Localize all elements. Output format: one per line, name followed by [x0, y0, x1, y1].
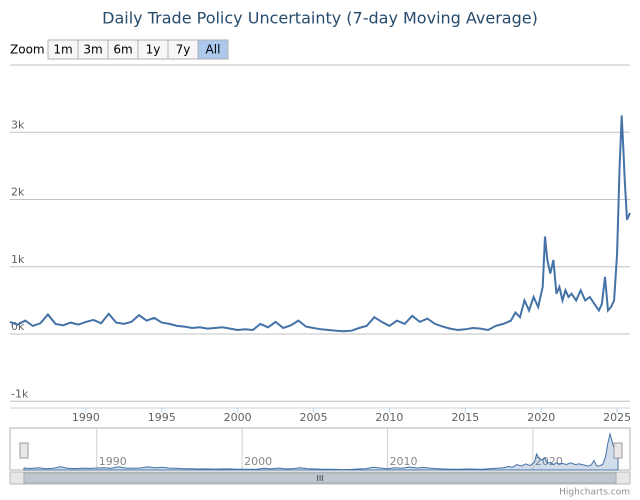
x-tick-label: 2015	[451, 411, 479, 424]
chart-title: Daily Trade Policy Uncertainty (7-day Mo…	[102, 9, 538, 28]
y-tick-label: 2k	[11, 186, 25, 199]
zoom-label: Zoom	[10, 43, 45, 57]
y-tick-label: 1k	[11, 253, 25, 266]
y-tick-label: -1k	[11, 387, 29, 400]
navigator-tick-label: 1990	[99, 455, 127, 468]
scrollbar-thumb[interactable]	[23, 472, 617, 484]
zoom-button-bg[interactable]	[197, 39, 229, 60]
zoom-button-label[interactable]: 6m	[113, 43, 132, 57]
zoom-button-label[interactable]: 1m	[53, 43, 72, 57]
navigator-tick-label: 2000	[244, 455, 272, 468]
zoom-button-label[interactable]: 7y	[176, 43, 191, 57]
zoom-button-label[interactable]: All	[206, 43, 221, 57]
zoom-button[interactable]: 3m	[77, 39, 109, 60]
x-tick-label: 2010	[375, 411, 403, 424]
navigator-tick-label: 2010	[390, 455, 418, 468]
x-tick-label: 1990	[72, 411, 100, 424]
zoom-button[interactable]: 1y	[137, 39, 169, 60]
navigator-handle[interactable]	[19, 442, 29, 459]
x-tick-label: 2020	[527, 411, 555, 424]
x-tick-label: 2000	[224, 411, 252, 424]
scrollbar-grip: III	[316, 474, 323, 483]
zoom-button[interactable]: 1m	[47, 39, 79, 60]
zoom-button[interactable]: All	[197, 39, 229, 60]
credit[interactable]: Highcharts.com	[559, 488, 630, 498]
zoom-button[interactable]: 7y	[167, 39, 199, 60]
zoom-button-label[interactable]: 1y	[146, 43, 161, 57]
x-tick-label: 2025	[603, 411, 631, 424]
navigator-area	[23, 432, 619, 471]
navigator-handle[interactable]	[613, 442, 623, 459]
zoom-button[interactable]: 6m	[107, 39, 139, 60]
zoom-button-label[interactable]: 3m	[83, 43, 102, 57]
x-tick-label: 2005	[300, 411, 328, 424]
x-tick-label: 1995	[148, 411, 176, 424]
navigator-tick-label: 2020	[535, 455, 563, 468]
navigator	[9, 427, 631, 471]
data-line	[9, 115, 631, 333]
y-tick-label: 3k	[11, 118, 25, 131]
